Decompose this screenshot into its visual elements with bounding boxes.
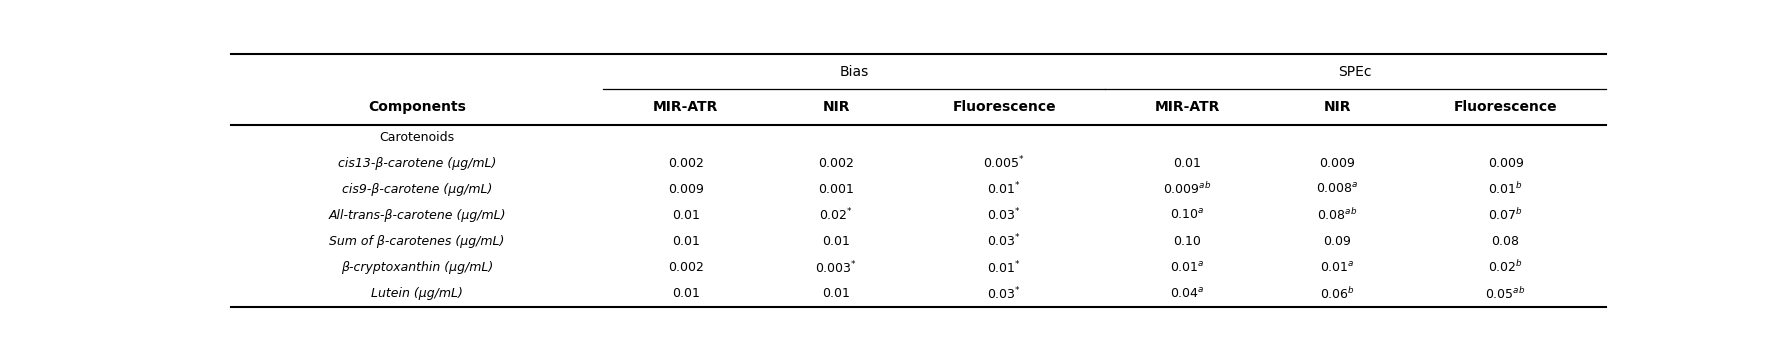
Text: 0.01: 0.01 <box>823 287 849 300</box>
Text: 0.03$^{*}$: 0.03$^{*}$ <box>987 233 1021 250</box>
Text: 0.009: 0.009 <box>1319 156 1355 170</box>
Text: 0.001: 0.001 <box>819 183 855 196</box>
Text: 0.02$^{b}$: 0.02$^{b}$ <box>1487 260 1523 276</box>
Text: Carotenoids: Carotenoids <box>380 131 455 144</box>
Text: Lutein (μg/mL): Lutein (μg/mL) <box>371 287 462 300</box>
Text: 0.009: 0.009 <box>1487 156 1523 170</box>
Text: 0.03$^{*}$: 0.03$^{*}$ <box>987 207 1021 223</box>
Text: 0.02$^{*}$: 0.02$^{*}$ <box>819 207 853 223</box>
Text: cis13-β-carotene (μg/mL): cis13-β-carotene (μg/mL) <box>339 156 496 170</box>
Text: 0.01: 0.01 <box>672 235 699 248</box>
Text: 0.03$^{*}$: 0.03$^{*}$ <box>987 285 1021 302</box>
Text: 0.05$^{ab}$: 0.05$^{ab}$ <box>1486 286 1525 302</box>
Text: Components: Components <box>367 100 466 114</box>
Text: 0.002: 0.002 <box>819 156 855 170</box>
Text: 0.01$^{a}$: 0.01$^{a}$ <box>1321 261 1355 275</box>
Text: 0.10$^{a}$: 0.10$^{a}$ <box>1170 208 1204 222</box>
Text: Fluorescence: Fluorescence <box>1453 100 1557 114</box>
Text: MIR-ATR: MIR-ATR <box>1154 100 1220 114</box>
Text: NIR: NIR <box>823 100 849 114</box>
Text: 0.009: 0.009 <box>668 183 704 196</box>
Text: SPEc: SPEc <box>1339 65 1373 79</box>
Text: 0.01$^{b}$: 0.01$^{b}$ <box>1487 181 1523 197</box>
Text: 0.06$^{b}$: 0.06$^{b}$ <box>1319 286 1355 302</box>
Text: 0.01: 0.01 <box>823 235 849 248</box>
Text: 0.002: 0.002 <box>668 156 704 170</box>
Text: 0.005$^{*}$: 0.005$^{*}$ <box>984 155 1025 171</box>
Text: Fluorescence: Fluorescence <box>953 100 1055 114</box>
Text: 0.01$^{a}$: 0.01$^{a}$ <box>1170 261 1204 275</box>
Text: 0.08: 0.08 <box>1491 235 1520 248</box>
Text: β-cryptoxanthin (μg/mL): β-cryptoxanthin (μg/mL) <box>340 261 493 274</box>
Text: 0.01: 0.01 <box>672 287 699 300</box>
Text: 0.003$^{*}$: 0.003$^{*}$ <box>815 259 857 276</box>
Text: Sum of β-carotenes (μg/mL): Sum of β-carotenes (μg/mL) <box>330 235 505 248</box>
Text: 0.01: 0.01 <box>672 209 699 222</box>
Text: 0.009$^{ab}$: 0.009$^{ab}$ <box>1163 181 1211 197</box>
Text: NIR: NIR <box>1324 100 1351 114</box>
Text: MIR-ATR: MIR-ATR <box>652 100 719 114</box>
Text: 0.002: 0.002 <box>668 261 704 274</box>
Text: 0.08$^{ab}$: 0.08$^{ab}$ <box>1317 207 1358 223</box>
Text: 0.07$^{b}$: 0.07$^{b}$ <box>1487 207 1523 223</box>
Text: 0.008$^{a}$: 0.008$^{a}$ <box>1315 182 1358 196</box>
Text: 0.01: 0.01 <box>1174 156 1201 170</box>
Text: 0.01$^{*}$: 0.01$^{*}$ <box>987 181 1021 197</box>
Text: 0.01$^{*}$: 0.01$^{*}$ <box>987 259 1021 276</box>
Text: cis9-β-carotene (μg/mL): cis9-β-carotene (μg/mL) <box>342 183 493 196</box>
Text: 0.10: 0.10 <box>1174 235 1201 248</box>
Text: 0.04$^{a}$: 0.04$^{a}$ <box>1170 287 1204 301</box>
Text: All-trans-β-carotene (μg/mL): All-trans-β-carotene (μg/mL) <box>328 209 505 222</box>
Text: Bias: Bias <box>839 65 869 79</box>
Text: 0.09: 0.09 <box>1322 235 1351 248</box>
